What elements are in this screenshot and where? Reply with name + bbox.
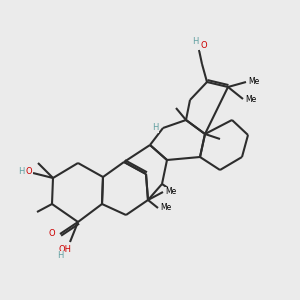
Text: H: H [18,167,24,176]
Text: O: O [49,230,55,238]
Text: H: H [192,38,198,46]
Text: H: H [152,124,158,133]
Text: O: O [201,41,207,50]
Text: Me: Me [248,77,260,86]
Text: Me: Me [245,94,256,103]
Text: H: H [57,251,63,260]
Text: Me: Me [165,188,177,196]
Text: OH: OH [58,245,71,254]
Text: Me: Me [160,203,172,212]
Text: O: O [26,167,32,176]
